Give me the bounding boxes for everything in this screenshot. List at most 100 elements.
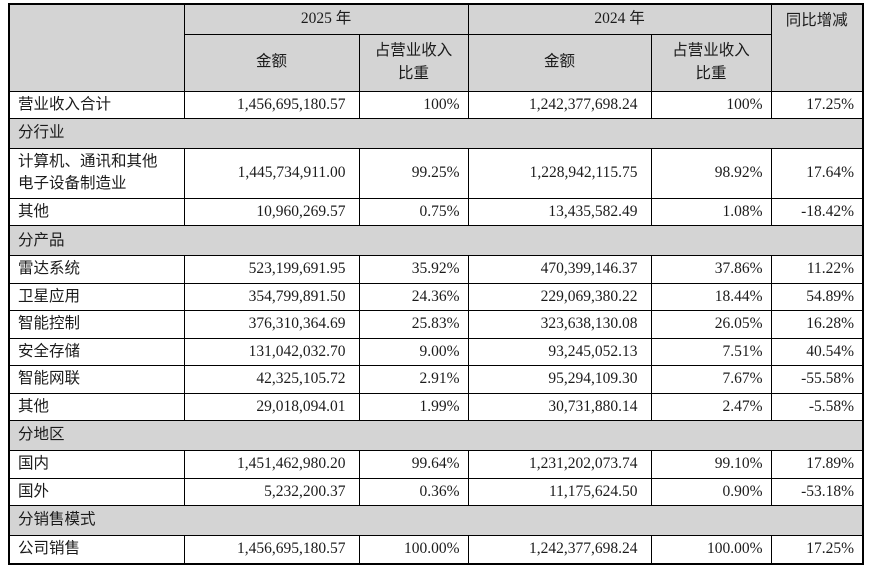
table-row: 公司销售 1,456,695,180.57 100.00% 1,242,377,698… (8, 535, 864, 565)
yoy-cell: 17.25% (770, 535, 864, 565)
amount-2025-header: 金额 (183, 33, 360, 92)
amount-2025-cell: 1,451,462,980.20 (183, 450, 360, 479)
table-row: 其他 29,018,094.01 1.99% 30,731,880.14 2.47% -5… (8, 392, 864, 422)
header-row-columns: 金额 占营业收入比重 金额 占营业收入比重 (9, 33, 863, 92)
row-label-cell: 智能网联 (8, 365, 185, 394)
yoy-header: 同比增减 (770, 3, 864, 92)
corner-cell (8, 3, 185, 92)
share-2025-cell: 0.36% (358, 477, 469, 507)
row-label-cell: 卫星应用 (8, 282, 185, 312)
share-2025-cell: 9.00% (358, 337, 469, 367)
amount-2024-cell: 1,231,202,073.74 (467, 450, 652, 479)
share-2024-cell: 100% (650, 90, 772, 119)
row-label-cell: 安全存储 (8, 337, 185, 367)
table-row: 卫星应用 354,799,891.50 24.36% 229,069,380.22 18… (8, 282, 864, 312)
yoy-cell: 17.89% (770, 450, 864, 479)
amount-2024-cell: 93,245,052.13 (467, 337, 652, 367)
amount-2024-cell: 95,294,109.30 (467, 365, 652, 394)
section-label: 分产品 (8, 225, 864, 257)
amount-2025-cell: 523,199,691.95 (183, 255, 360, 284)
table-row: 智能控制 376,310,364.69 25.83% 323,638,130.08 26… (8, 310, 864, 339)
share-2025-cell: 35.92% (358, 255, 469, 284)
share-2024-header-label: 占营业收入比重 (672, 42, 750, 82)
share-2025-cell: 1.99% (358, 392, 469, 422)
amount-2024-cell: 323,638,130.08 (467, 310, 652, 339)
table-body: 营业收入合计 1,456,695,180.57 100% 1,242,377,698.… (8, 90, 864, 565)
amount-2024-cell: 1,242,377,698.24 (467, 535, 652, 565)
yoy-cell: -18.42% (770, 197, 864, 227)
yoy-cell: 11.22% (770, 255, 864, 284)
amount-2024-cell: 11,175,624.50 (467, 477, 652, 507)
share-2024-cell: 1.08% (650, 197, 772, 227)
amount-2025-cell: 354,799,891.50 (183, 282, 360, 312)
section-label: 分销售模式 (8, 505, 864, 537)
yoy-cell: 17.64% (770, 147, 864, 199)
amount-2025-cell: 1,456,695,180.57 (183, 90, 360, 119)
row-label-cell: 其他 (8, 197, 185, 227)
amount-2025-cell: 131,042,032.70 (183, 337, 360, 367)
share-2024-header: 占营业收入比重 (650, 33, 772, 92)
share-2025-cell: 0.75% (358, 197, 469, 227)
share-2025-cell: 24.36% (358, 282, 469, 312)
row-label-cell: 智能控制 (8, 310, 185, 339)
yoy-cell: 40.54% (770, 337, 864, 367)
amount-2024-cell: 1,242,377,698.24 (467, 90, 652, 119)
row-label-cell: 公司销售 (8, 535, 185, 565)
share-2025-cell: 99.64% (358, 450, 469, 479)
row-label-cell: 国内 (8, 450, 185, 479)
revenue-breakdown-table: 2025 年 2024 年 同比增减 金额 占营业收入比重 金额 占营业收入比重… (8, 3, 865, 565)
row-label-cell: 营业收入合计 (8, 90, 185, 119)
section-row: 分行业 (8, 117, 864, 149)
section-label: 分地区 (8, 420, 864, 452)
row-label-cell: 国外 (8, 477, 185, 507)
table-row: 国外 5,232,200.37 0.36% 11,175,624.50 0.90% -53… (8, 477, 864, 507)
share-2025-cell: 2.91% (358, 365, 469, 394)
yoy-cell: 54.89% (770, 282, 864, 312)
share-2025-cell: 99.25% (358, 147, 469, 199)
share-2025-header: 占营业收入比重 (358, 33, 469, 92)
share-2024-cell: 7.51% (650, 337, 772, 367)
amount-2025-cell: 42,325,105.72 (183, 365, 360, 394)
amount-2025-cell: 5,232,200.37 (183, 477, 360, 507)
yoy-cell: -5.58% (770, 392, 864, 422)
section-label: 分行业 (8, 117, 864, 149)
row-label-cell: 计算机、通讯和其他电子设备制造业 (8, 147, 185, 199)
section-row: 分产品 (8, 225, 864, 257)
year-2025-header: 2025 年 (183, 3, 469, 35)
table-header: 2025 年 2024 年 同比增减 金额 占营业收入比重 金额 占营业收入比重 (8, 3, 864, 92)
amount-2024-cell: 1,228,942,115.75 (467, 147, 652, 199)
amount-2025-cell: 376,310,364.69 (183, 310, 360, 339)
amount-2025-cell: 10,960,269.57 (183, 197, 360, 227)
share-2024-cell: 0.90% (650, 477, 772, 507)
share-2024-cell: 100.00% (650, 535, 772, 565)
share-2025-cell: 100.00% (358, 535, 469, 565)
row-label-cell: 雷达系统 (8, 255, 185, 284)
section-row: 分销售模式 (8, 505, 864, 537)
share-2024-cell: 37.86% (650, 255, 772, 284)
yoy-cell: 17.25% (770, 90, 864, 119)
amount-2024-cell: 30,731,880.14 (467, 392, 652, 422)
table-row: 智能网联 42,325,105.72 2.91% 95,294,109.30 7.67%… (8, 365, 864, 394)
table-row: 其他 10,960,269.57 0.75% 13,435,582.49 1.08% -1… (8, 197, 864, 227)
table-row: 国内 1,451,462,980.20 99.64% 1,231,202,073.74… (8, 450, 864, 479)
amount-2024-cell: 13,435,582.49 (467, 197, 652, 227)
share-2025-cell: 25.83% (358, 310, 469, 339)
header-row-years: 2025 年 2024 年 同比增减 (8, 3, 864, 92)
share-2025-cell: 100% (358, 90, 469, 119)
amount-2024-cell: 229,069,380.22 (467, 282, 652, 312)
row-label-cell: 其他 (8, 392, 185, 422)
share-2024-cell: 7.67% (650, 365, 772, 394)
share-2024-cell: 99.10% (650, 450, 772, 479)
table-row: 安全存储 131,042,032.70 9.00% 93,245,052.13 7.51… (8, 337, 864, 367)
yoy-cell: 16.28% (770, 310, 864, 339)
yoy-cell: -53.18% (770, 477, 864, 507)
table-row: 雷达系统 523,199,691.95 35.92% 470,399,146.37 37… (8, 255, 864, 284)
share-2024-cell: 2.47% (650, 392, 772, 422)
share-2024-cell: 26.05% (650, 310, 772, 339)
amount-2024-header: 金额 (467, 33, 652, 92)
share-2025-header-label: 占营业收入比重 (374, 42, 453, 82)
amount-2025-cell: 1,456,695,180.57 (183, 535, 360, 565)
table-row: 计算机、通讯和其他电子设备制造业 1,445,734,911.00 99.25% 1,… (8, 147, 864, 199)
share-2024-cell: 18.44% (650, 282, 772, 312)
yoy-cell: -55.58% (770, 365, 864, 394)
